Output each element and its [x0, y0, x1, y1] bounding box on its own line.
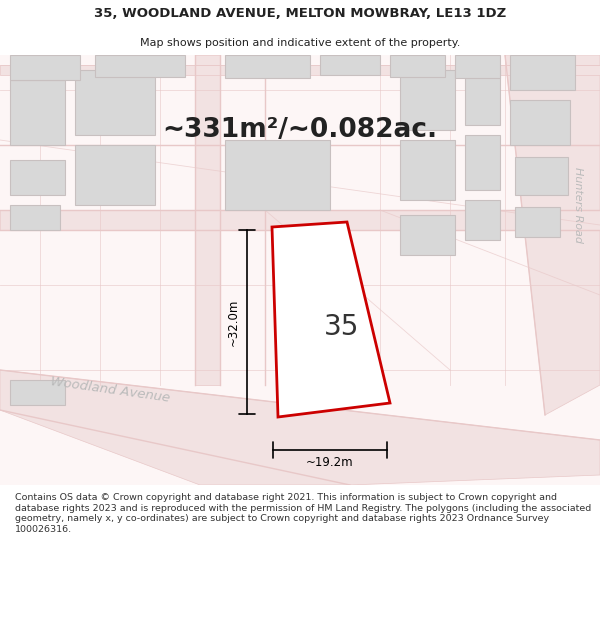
Polygon shape [95, 55, 185, 77]
Text: Map shows position and indicative extent of the property.: Map shows position and indicative extent… [140, 38, 460, 48]
Text: Woodland Avenue: Woodland Avenue [49, 375, 170, 405]
Text: Hunters Road: Hunters Road [573, 167, 583, 243]
Polygon shape [515, 157, 568, 195]
Polygon shape [510, 55, 575, 90]
Polygon shape [465, 135, 500, 190]
Text: Contains OS data © Crown copyright and database right 2021. This information is : Contains OS data © Crown copyright and d… [15, 493, 591, 534]
Text: 35, WOODLAND AVENUE, MELTON MOWBRAY, LE13 1DZ: 35, WOODLAND AVENUE, MELTON MOWBRAY, LE1… [94, 8, 506, 20]
Text: ~331m²/~0.082ac.: ~331m²/~0.082ac. [163, 117, 437, 143]
Polygon shape [320, 55, 380, 75]
Polygon shape [75, 70, 155, 135]
Polygon shape [75, 145, 155, 205]
Polygon shape [195, 55, 220, 385]
Polygon shape [10, 80, 65, 145]
Polygon shape [10, 380, 65, 405]
Polygon shape [505, 55, 600, 415]
Polygon shape [400, 140, 455, 200]
Polygon shape [225, 140, 330, 210]
Polygon shape [400, 215, 455, 255]
Polygon shape [400, 70, 455, 130]
Polygon shape [0, 210, 600, 230]
Polygon shape [455, 55, 500, 78]
Polygon shape [10, 205, 60, 230]
Polygon shape [515, 207, 560, 237]
Polygon shape [10, 55, 80, 80]
Polygon shape [465, 70, 500, 125]
Polygon shape [510, 100, 570, 145]
Polygon shape [272, 222, 390, 417]
Polygon shape [0, 65, 600, 75]
Text: ~19.2m: ~19.2m [306, 456, 354, 469]
Polygon shape [0, 370, 600, 485]
Polygon shape [10, 160, 65, 195]
Polygon shape [390, 55, 445, 77]
Text: ~32.0m: ~32.0m [227, 298, 239, 346]
Polygon shape [225, 55, 310, 78]
Text: 35: 35 [324, 313, 359, 341]
Polygon shape [465, 200, 500, 240]
